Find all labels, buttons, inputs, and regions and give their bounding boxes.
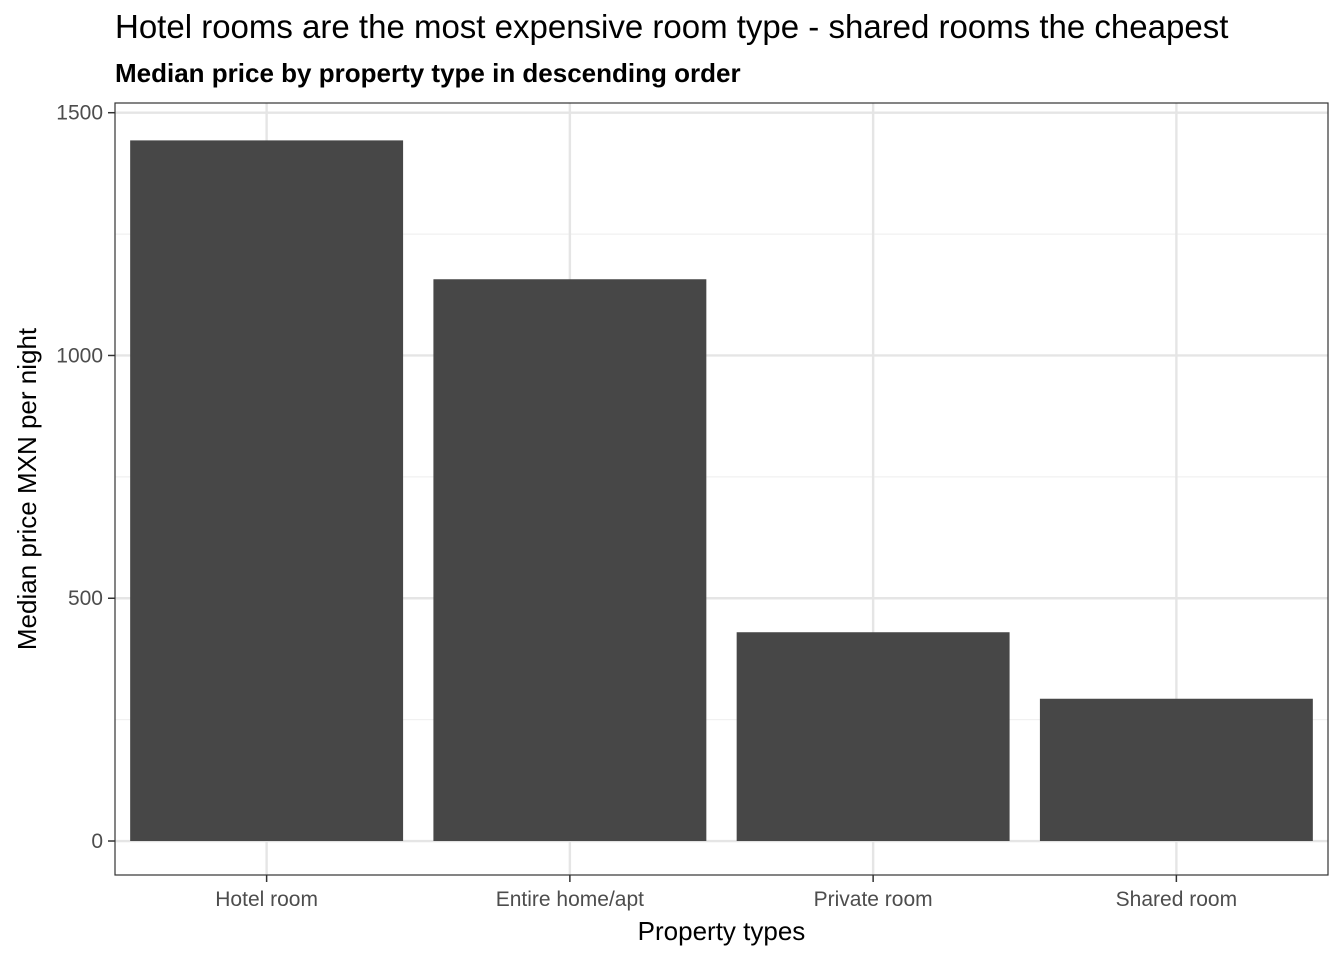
panel-border <box>114 102 1329 876</box>
x-tick-label: Entire home/apt <box>496 888 644 911</box>
y-tick-label: 1500 <box>56 102 103 125</box>
bar-hotel-room <box>130 140 404 842</box>
y-tick-label: 1000 <box>56 344 103 367</box>
bar-private-room <box>736 632 1010 842</box>
x-tick-label: Shared room <box>1116 888 1237 911</box>
x-tick-label: Hotel room <box>215 888 318 911</box>
x-tick-label: Private room <box>814 888 933 911</box>
bars <box>130 140 1313 842</box>
chart-subtitle: Median price by property type in descend… <box>115 58 741 88</box>
y-tick-label: 500 <box>68 587 103 610</box>
axes: 0 500 1000 1500 Hotel room Entire home/apt Pri… <box>56 102 1237 911</box>
chart-title: Hotel rooms are the most expensive room … <box>115 8 1229 45</box>
y-axis-title: Median price MXN per night <box>12 327 42 650</box>
bar-shared-room <box>1039 698 1313 842</box>
y-tick-label: 0 <box>91 830 103 853</box>
bar-entire-home-apt <box>433 279 707 842</box>
x-axis-title: Property types <box>638 916 806 946</box>
